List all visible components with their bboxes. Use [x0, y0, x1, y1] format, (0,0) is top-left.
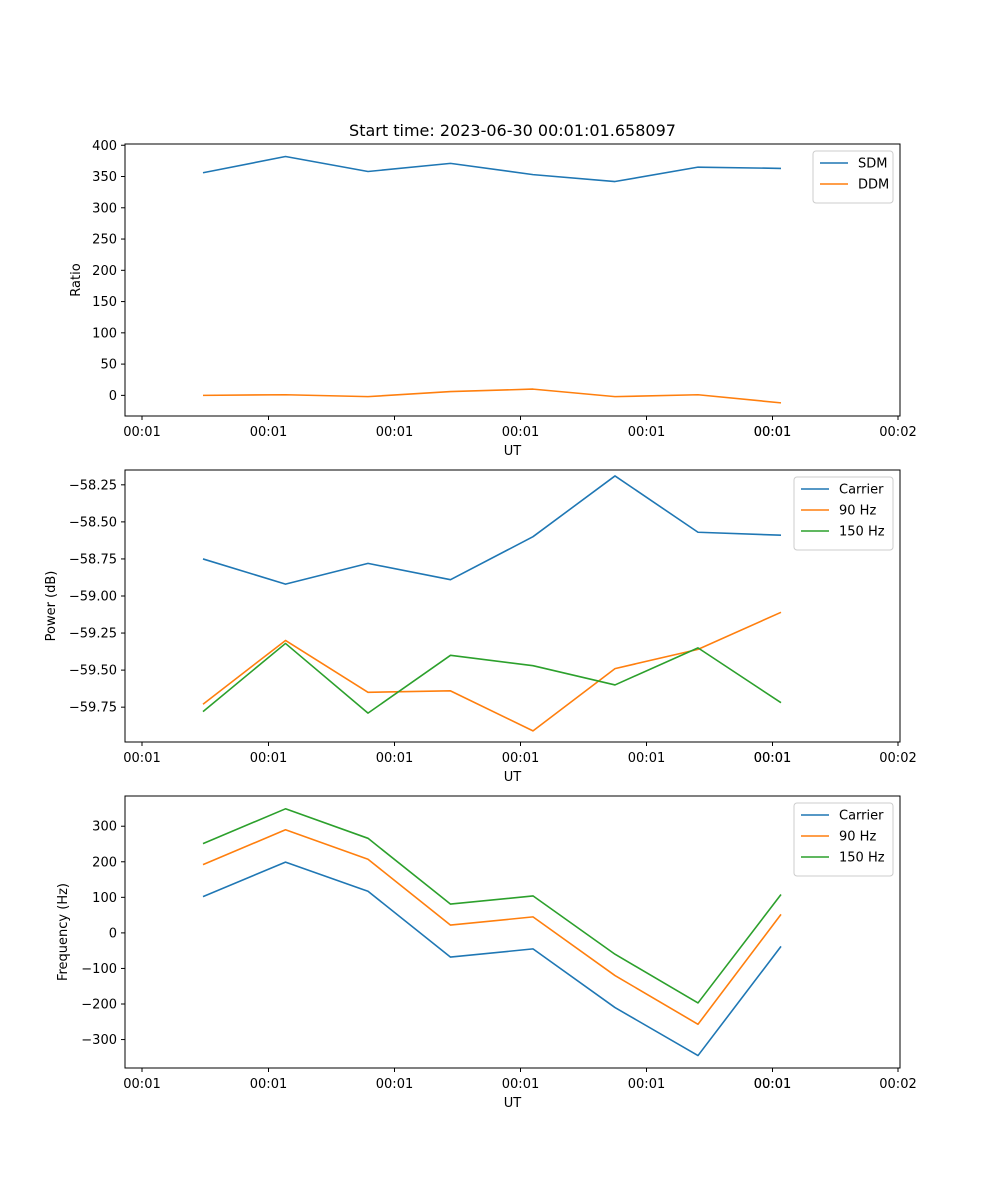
legend: Carrier 90 Hz 150 Hz: [793, 476, 894, 551]
x-tick-label: 00:01: [250, 425, 287, 440]
series-line-carrier: [202, 475, 782, 585]
x-tick-label: 00:01: [376, 751, 413, 766]
y-tick-label: −58.75: [69, 552, 117, 567]
x-tick-label: 00:02: [879, 751, 916, 766]
x-tick-label: 00:01: [250, 751, 287, 766]
legend-label: SDM: [858, 157, 887, 172]
axes-frame: [124, 143, 901, 417]
x-tick-label: 00:01: [628, 1077, 665, 1092]
series-line-ddm: [202, 388, 782, 404]
series-line-carrier: [202, 861, 782, 1057]
x-tick-label: 00:01: [754, 425, 791, 440]
y-tick-label: 250: [92, 233, 117, 248]
x-tick-label: 00:01: [754, 1077, 791, 1092]
y-tick-label: −100: [81, 962, 117, 977]
x-tick-label: 00:01: [376, 425, 413, 440]
x-tick-label: 00:01: [123, 751, 160, 766]
y-tick-label: −300: [81, 1033, 117, 1048]
legend-label: Carrier: [839, 809, 884, 824]
legend-label: 90 Hz: [839, 830, 876, 845]
y-tick-label: 100: [92, 326, 117, 341]
y-tick-label: 150: [92, 295, 117, 310]
x-tick-label: 00:01: [123, 1077, 160, 1092]
y-tick-label: 300: [92, 201, 117, 216]
series-line-150-hz: [202, 642, 782, 714]
series-line-sdm: [202, 155, 782, 183]
legend-label: DDM: [858, 178, 889, 193]
y-axis-label: Ratio: [69, 263, 84, 296]
x-tick-label: 00:01: [754, 751, 791, 766]
y-tick-label: 50: [100, 358, 117, 373]
x-tick-label: 00:01: [754, 1077, 791, 1092]
y-tick-label: 0: [109, 926, 117, 941]
x-tick-label: 00:01: [754, 425, 791, 440]
y-tick-label: −59.00: [69, 589, 117, 604]
y-tick-label: 100: [92, 891, 117, 906]
x-axis-label: UT: [504, 770, 522, 785]
y-axis-label: Frequency (Hz): [56, 883, 71, 981]
y-tick-label: −59.50: [69, 664, 117, 679]
x-tick-label: 00:02: [879, 425, 916, 440]
legend-label: 150 Hz: [839, 851, 885, 866]
y-tick-label: 300: [92, 820, 117, 835]
legend-label: 150 Hz: [839, 525, 885, 540]
axes-frame: [124, 795, 901, 1069]
series-line-90-hz: [202, 611, 782, 732]
x-axis-label: UT: [504, 444, 522, 459]
x-tick-label: 00:01: [628, 751, 665, 766]
legend-label: Carrier: [839, 483, 884, 498]
x-tick-label: 00:01: [502, 1077, 539, 1092]
legend-label: 90 Hz: [839, 504, 876, 519]
x-tick-label: 00:01: [250, 1077, 287, 1092]
y-tick-label: 200: [92, 855, 117, 870]
legend: Carrier 90 Hz 150 Hz: [793, 802, 894, 877]
x-tick-label: 00:01: [376, 1077, 413, 1092]
series-line-90-hz: [202, 828, 782, 1026]
y-tick-label: −59.75: [69, 701, 117, 716]
x-tick-label: 00:02: [879, 1077, 916, 1092]
x-tick-label: 00:01: [123, 425, 160, 440]
series-line-150-hz: [202, 807, 782, 1004]
x-tick-label: 00:01: [754, 751, 791, 766]
panels: 00:01 00:01 00:01 00:01 00:01 00:01 00:01 00:02…: [44, 139, 917, 1111]
y-axis-label: Power (dB): [44, 571, 59, 642]
y-tick-label: −200: [81, 998, 117, 1013]
y-tick-label: −58.50: [69, 515, 117, 530]
legend-box: [812, 150, 894, 204]
figure-title: Start time: 2023-06-30 00:01:01.658097: [349, 121, 676, 140]
x-tick-label: 00:01: [502, 751, 539, 766]
legend: SDM DDM: [812, 150, 894, 204]
x-tick-label: 00:01: [628, 425, 665, 440]
y-tick-label: 200: [92, 264, 117, 279]
y-tick-label: 0: [109, 389, 117, 404]
y-tick-label: 350: [92, 170, 117, 185]
x-axis-label: UT: [504, 1096, 522, 1111]
x-tick-label: 00:01: [502, 425, 539, 440]
y-tick-label: 400: [92, 139, 117, 154]
y-tick-label: −58.25: [69, 478, 117, 493]
axes-frame: [124, 469, 901, 743]
y-tick-label: −59.25: [69, 627, 117, 642]
